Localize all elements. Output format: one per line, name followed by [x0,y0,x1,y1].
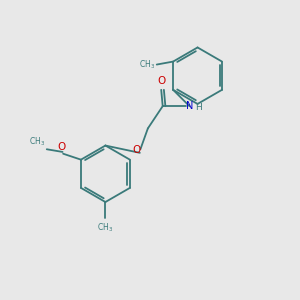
Text: H: H [196,103,202,112]
Text: CH$_3$: CH$_3$ [29,135,45,148]
Text: O: O [157,76,165,86]
Text: O: O [133,145,141,155]
Text: CH$_3$: CH$_3$ [97,221,113,234]
Text: CH$_3$: CH$_3$ [139,58,155,71]
Text: O: O [58,142,66,152]
Text: N: N [186,101,194,111]
